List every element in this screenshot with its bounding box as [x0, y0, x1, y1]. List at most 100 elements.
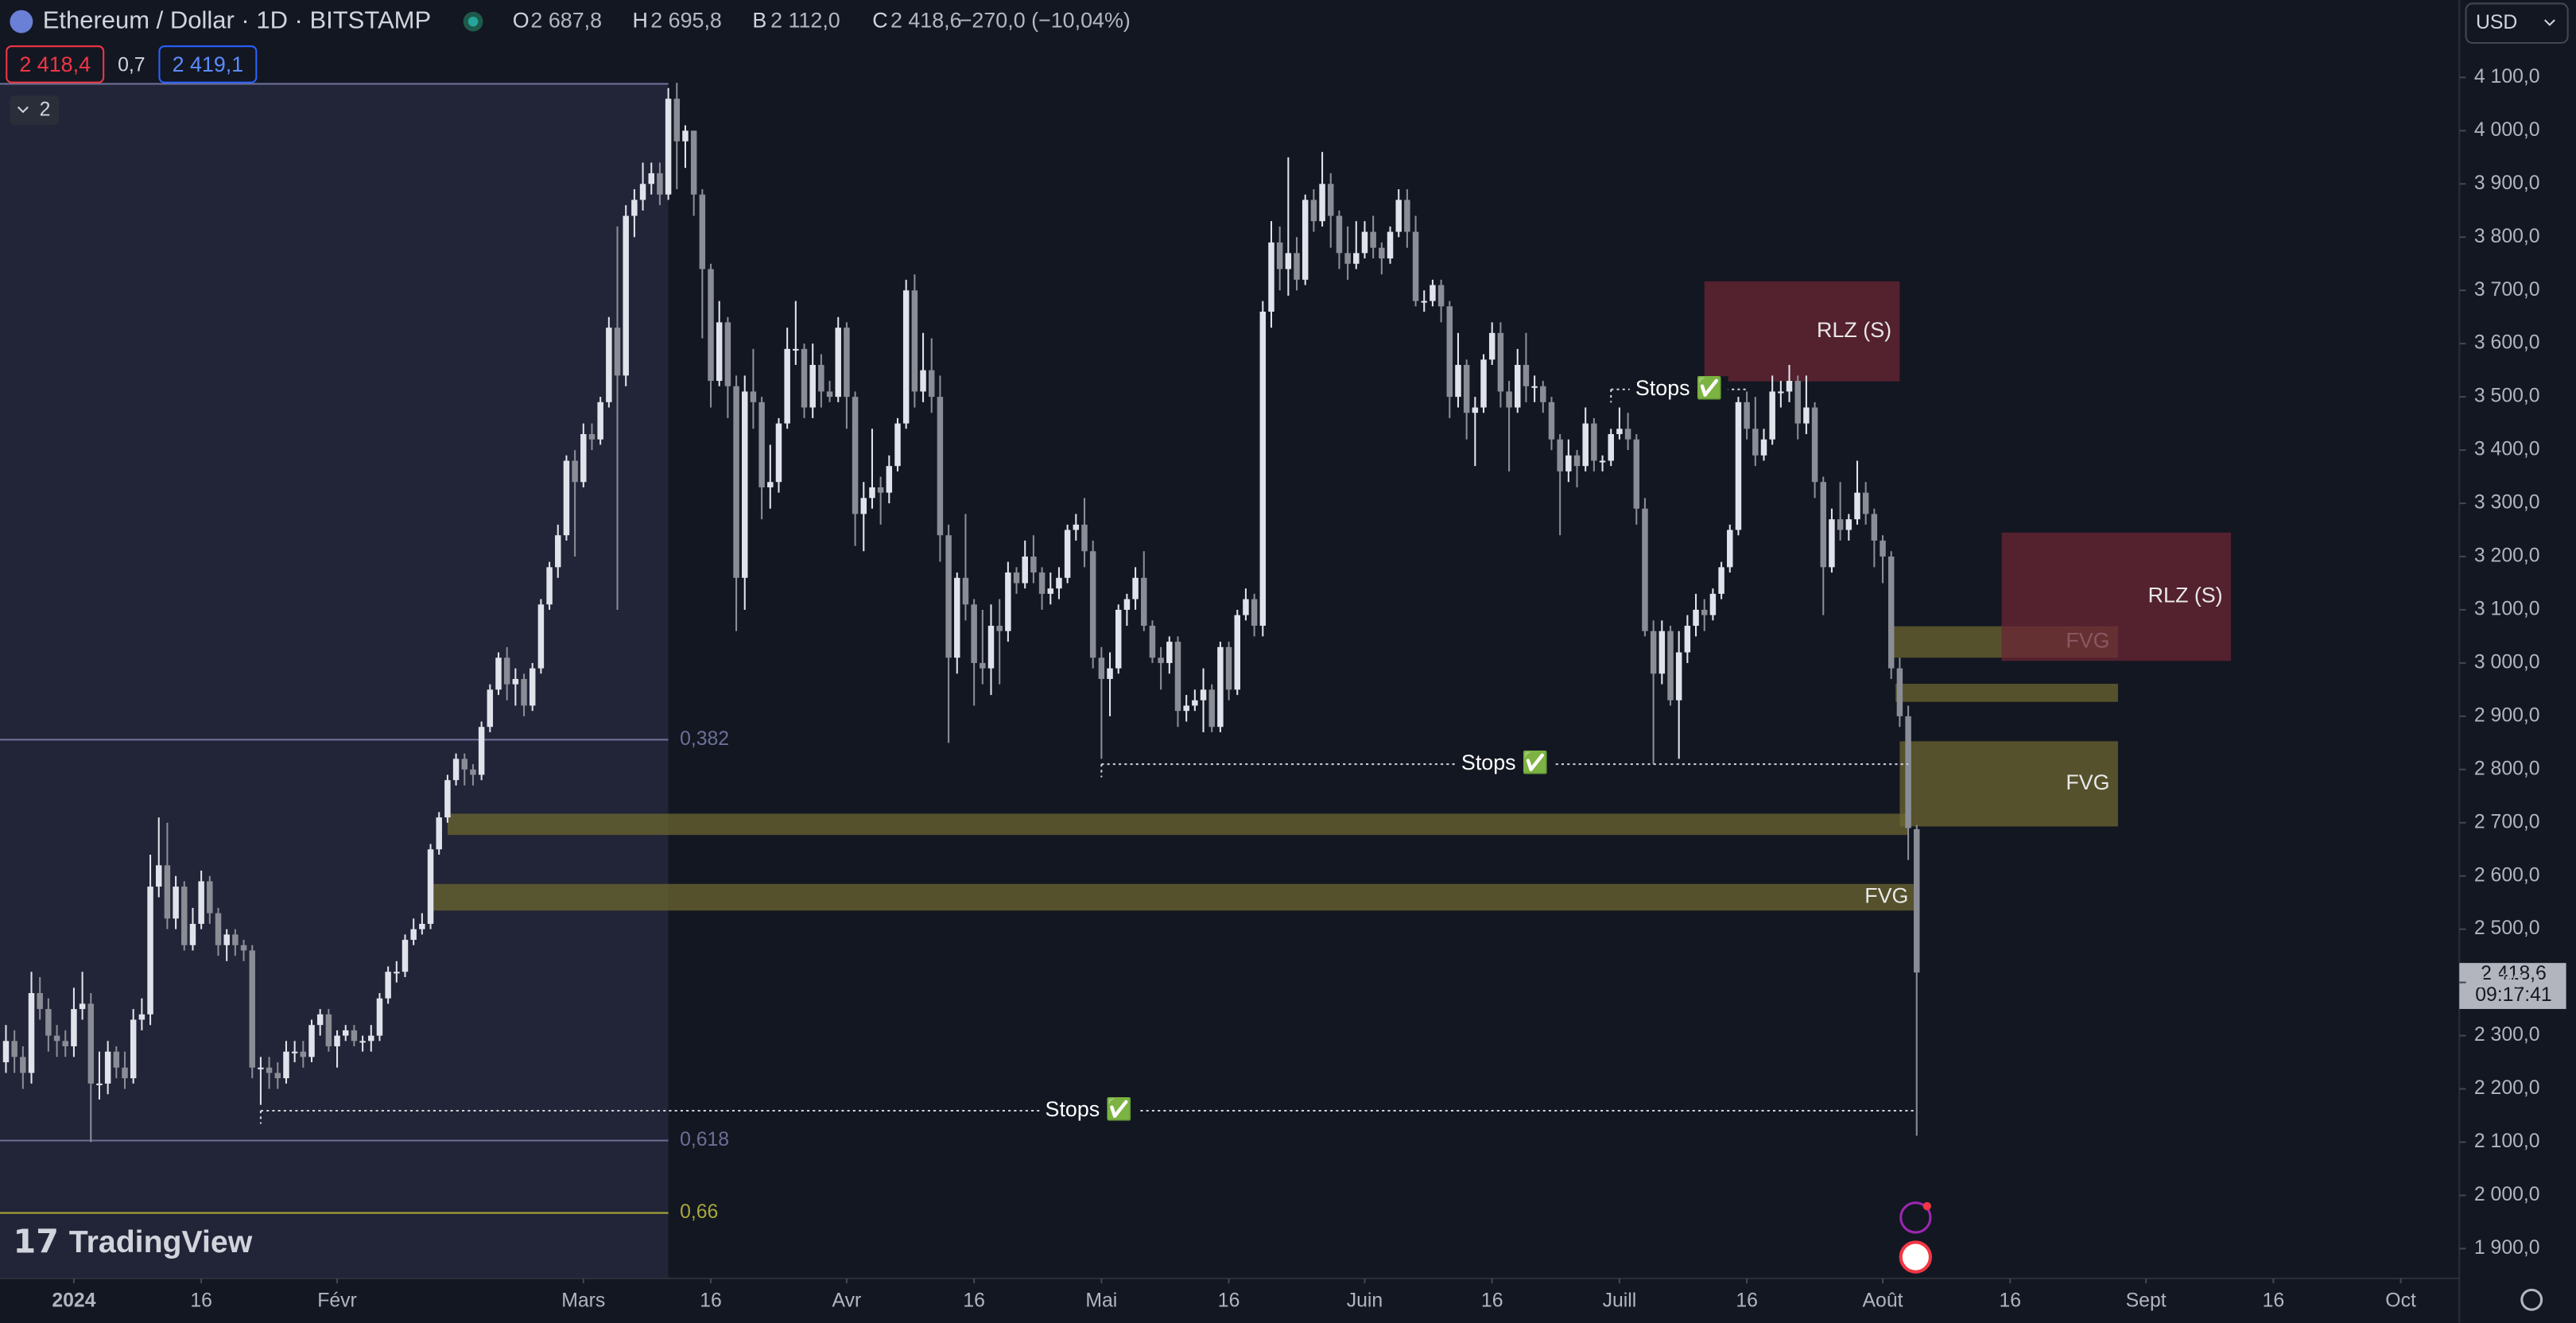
candle-body: [308, 1025, 315, 1057]
candle-body: [1769, 391, 1775, 440]
ohlc-key: C: [872, 8, 887, 32]
candle-body: [487, 689, 494, 727]
candle-body: [1658, 630, 1666, 674]
ohlc-key: O: [513, 8, 530, 32]
candle-body: [1914, 828, 1920, 973]
candle-body: [665, 99, 672, 195]
candle-body: [724, 322, 731, 386]
candle-body: [1166, 642, 1173, 663]
currency: USD: [2476, 12, 2517, 33]
zone: [430, 883, 1917, 911]
x-tick-label: 16: [190, 1290, 212, 1311]
candle-body: [1675, 652, 1682, 700]
candle-body: [801, 348, 808, 408]
y-tick-label: 3 300,0: [2474, 492, 2540, 514]
zone: [447, 813, 1909, 836]
candle-body: [274, 1073, 281, 1079]
candle-body: [461, 758, 468, 770]
candle-body: [1582, 423, 1589, 467]
candle-body: [138, 1014, 145, 1020]
y-tick-label: 3 700,0: [2474, 279, 2540, 301]
candle-body: [1778, 391, 1784, 394]
candle-body: [96, 1083, 103, 1085]
candle-body: [1404, 200, 1410, 232]
fib-label: 0,382: [680, 728, 729, 750]
candle-body: [316, 1014, 324, 1026]
indicators-toggle[interactable]: [10, 95, 60, 126]
candle-body: [869, 487, 875, 499]
candle-body: [971, 604, 977, 663]
candle-body: [240, 945, 247, 951]
candle-body: [1718, 567, 1724, 594]
event-icon[interactable]: [1899, 1201, 1932, 1234]
settings-icon[interactable]: [2520, 1288, 2543, 1311]
candle-body: [1217, 646, 1224, 727]
y-tick-label: 3 600,0: [2474, 332, 2540, 354]
candle-body: [588, 433, 596, 440]
candle-body: [793, 348, 799, 351]
candle-body: [198, 881, 204, 924]
candle-body: [809, 364, 816, 408]
candle-body: [563, 460, 570, 536]
candle-body: [1523, 364, 1530, 386]
candle-body: [1540, 386, 1546, 402]
candle-body: [1515, 364, 1521, 408]
candle-body: [987, 626, 995, 669]
market-status-dot: [467, 16, 479, 27]
candle-body: [1234, 615, 1240, 690]
y-tick-label: 2 100,0: [2474, 1131, 2540, 1152]
y-tick-label: 4 000,0: [2474, 119, 2540, 141]
currency-selector[interactable]: [2465, 2, 2569, 45]
candle-body: [232, 934, 239, 945]
zone-label: FVG: [2066, 770, 2109, 794]
x-tick-label: 16: [1218, 1290, 1240, 1311]
candle-body: [1276, 242, 1283, 270]
brand: TradingView: [69, 1224, 253, 1259]
bid-box[interactable]: [6, 45, 105, 83]
candle-body: [631, 200, 638, 216]
candle-body: [1905, 716, 1911, 828]
candle-body: [1089, 551, 1096, 658]
chevron-icon: [2544, 19, 2555, 26]
candle-body: [385, 972, 391, 999]
zone: [1899, 741, 2118, 827]
economic-event-icon[interactable]: [1899, 1240, 1932, 1274]
candle-body: [521, 678, 527, 706]
x-tick-label: 16: [1481, 1290, 1503, 1311]
candle-body: [1115, 609, 1122, 669]
candle-body: [503, 658, 510, 685]
candle-body: [537, 604, 545, 669]
ohlc-key: H: [633, 8, 648, 32]
x-tick-label: Sept: [2126, 1290, 2167, 1311]
fib-label: 0,618: [680, 1129, 729, 1150]
candle-body: [1064, 530, 1071, 578]
ask-price: 2 419,1: [173, 52, 244, 76]
candle-body: [1174, 642, 1181, 712]
candle-body: [1446, 306, 1453, 398]
candle-body: [1871, 514, 1878, 541]
candle-body: [1395, 200, 1402, 232]
candle-body: [402, 940, 409, 972]
candle-body: [597, 402, 603, 440]
candle-body: [1463, 364, 1470, 413]
candle-body: [1038, 572, 1046, 594]
indicator-count: 2: [40, 99, 51, 120]
x-tick-label: Oct: [2385, 1290, 2416, 1311]
candle-body: [614, 328, 621, 376]
candle-body: [478, 727, 485, 775]
x-tick-label: Juin: [1347, 1290, 1383, 1311]
candle-body: [920, 370, 926, 392]
candle-body: [1650, 630, 1657, 674]
y-tick-label: 2 300,0: [2474, 1024, 2540, 1046]
candle-body: [1361, 231, 1368, 254]
ask-box[interactable]: [158, 45, 258, 83]
candle-body: [156, 865, 162, 887]
candle-body: [173, 887, 179, 919]
candle-body: [419, 923, 425, 929]
candle-body: [87, 1003, 95, 1084]
stops-label: Stops ✅: [1635, 375, 1723, 400]
candle-body: [1633, 439, 1640, 509]
bid-price: 2 418,4: [19, 52, 91, 76]
candle-body: [1200, 689, 1207, 700]
y-tick-label: 2 600,0: [2474, 864, 2540, 886]
